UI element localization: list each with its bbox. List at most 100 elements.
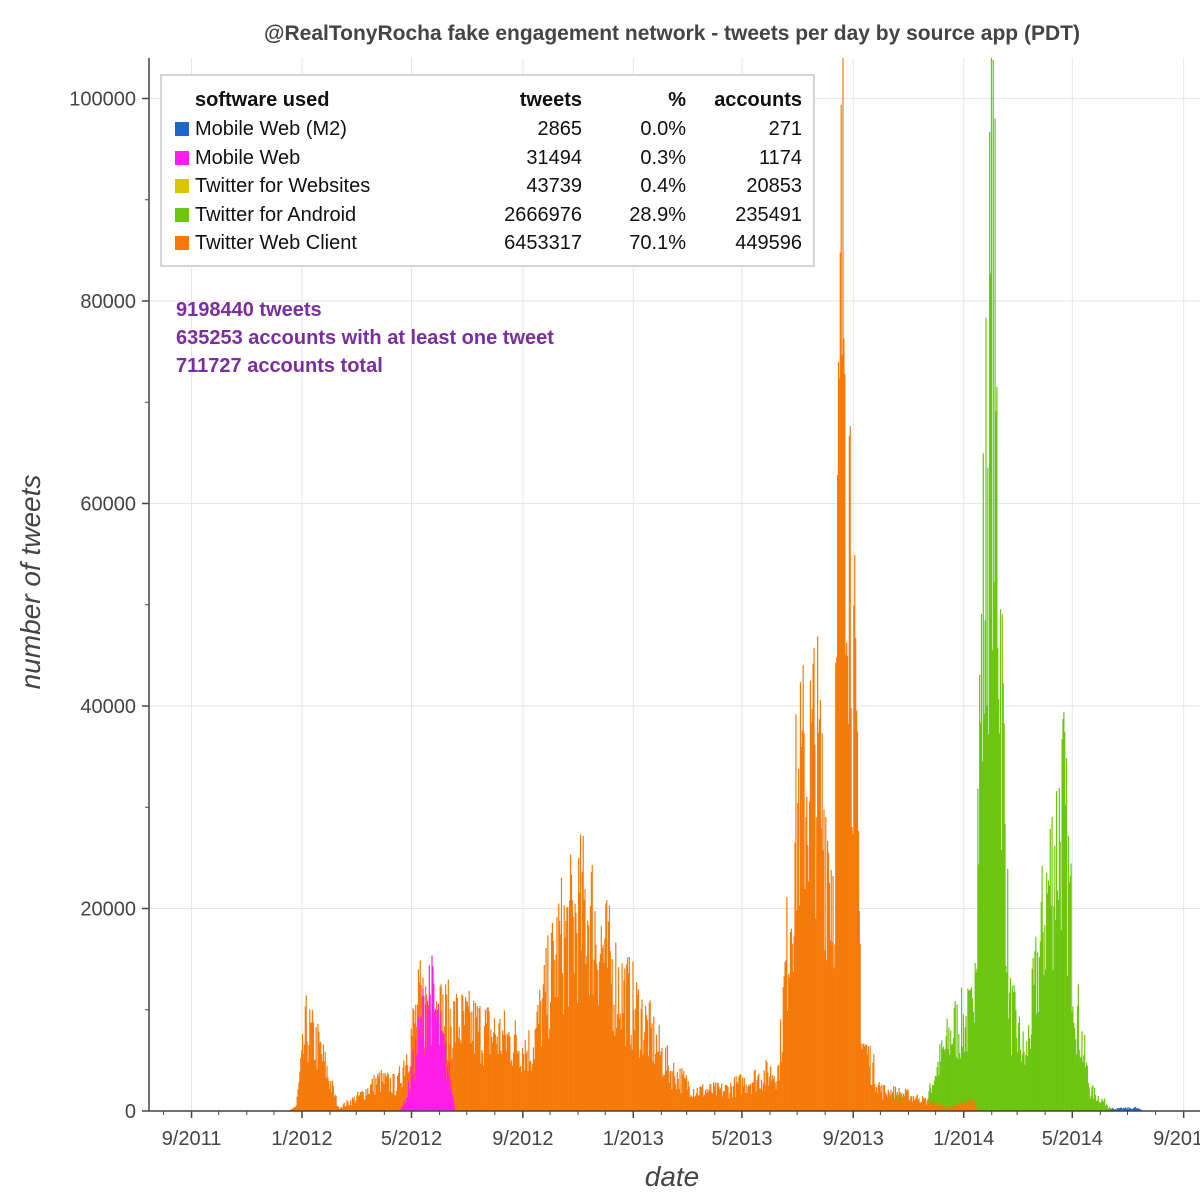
bar bbox=[636, 995, 639, 1111]
bar bbox=[719, 1089, 721, 1111]
bar bbox=[494, 1034, 496, 1111]
bar bbox=[700, 1086, 702, 1111]
bar bbox=[378, 1072, 381, 1111]
bar bbox=[923, 1099, 926, 1111]
bar bbox=[953, 1007, 955, 1111]
bar bbox=[931, 1100, 933, 1111]
bar bbox=[490, 1029, 492, 1111]
legend-header-pct: % bbox=[668, 89, 686, 111]
bar bbox=[831, 942, 833, 1111]
bar bbox=[529, 1061, 531, 1111]
bar bbox=[960, 1058, 962, 1111]
bar bbox=[933, 1080, 936, 1111]
bar bbox=[683, 1070, 685, 1111]
bar bbox=[619, 1013, 621, 1111]
bar bbox=[968, 990, 970, 1111]
bar bbox=[671, 1089, 673, 1111]
bar bbox=[551, 922, 554, 1111]
bar bbox=[647, 1055, 649, 1111]
bar bbox=[416, 1053, 419, 1111]
bar bbox=[540, 1000, 542, 1111]
bar bbox=[344, 1106, 346, 1111]
bar bbox=[1130, 1108, 1132, 1111]
bar bbox=[497, 1053, 499, 1111]
bar bbox=[707, 1092, 709, 1111]
legend-swatch-twitter-web-client bbox=[175, 236, 189, 250]
bar bbox=[801, 730, 803, 1111]
bar bbox=[1079, 1057, 1081, 1111]
bar bbox=[317, 1023, 319, 1111]
bar bbox=[388, 1091, 391, 1111]
bar bbox=[1085, 1062, 1088, 1111]
bar bbox=[979, 674, 981, 1111]
bar bbox=[428, 965, 430, 1111]
bar bbox=[460, 1043, 462, 1111]
bar bbox=[396, 1090, 398, 1111]
bar bbox=[362, 1092, 364, 1111]
bar bbox=[706, 1089, 708, 1111]
bar bbox=[872, 1062, 874, 1111]
bar bbox=[823, 809, 825, 1111]
bar bbox=[1122, 1109, 1124, 1111]
bar bbox=[413, 1010, 415, 1111]
bar bbox=[731, 1097, 734, 1111]
bar bbox=[836, 475, 839, 1112]
bar bbox=[343, 1102, 345, 1111]
bar bbox=[949, 1054, 951, 1111]
bar bbox=[1119, 1107, 1121, 1111]
bar bbox=[891, 1099, 893, 1111]
bar bbox=[1076, 1006, 1079, 1111]
bar bbox=[948, 1107, 950, 1111]
bar bbox=[662, 1076, 664, 1111]
bar bbox=[830, 869, 832, 1111]
bar bbox=[795, 714, 797, 1111]
bar bbox=[778, 1064, 780, 1111]
bar bbox=[808, 801, 811, 1111]
bar bbox=[298, 1082, 300, 1111]
bar bbox=[379, 1091, 382, 1111]
bar bbox=[930, 1087, 932, 1111]
bar bbox=[414, 1080, 416, 1111]
bar bbox=[366, 1095, 368, 1111]
bar bbox=[360, 1092, 363, 1111]
bar bbox=[354, 1102, 356, 1111]
bar bbox=[1008, 992, 1011, 1111]
bar bbox=[887, 1089, 889, 1111]
x-tick-label: 9/2012 bbox=[492, 1128, 553, 1150]
bar bbox=[545, 947, 547, 1111]
bar bbox=[951, 1044, 954, 1111]
bar bbox=[1029, 1048, 1031, 1111]
bar bbox=[1107, 1107, 1109, 1111]
bar bbox=[759, 1088, 761, 1111]
bar bbox=[434, 1011, 436, 1111]
bar bbox=[858, 910, 860, 1111]
bar bbox=[855, 710, 858, 1111]
bar bbox=[614, 1036, 616, 1111]
bar bbox=[402, 1067, 404, 1111]
bar bbox=[680, 1092, 682, 1111]
bar bbox=[1068, 882, 1070, 1111]
bar bbox=[1132, 1108, 1135, 1111]
bar bbox=[953, 1105, 955, 1111]
bar bbox=[685, 1075, 687, 1111]
bar bbox=[643, 1039, 645, 1111]
bar bbox=[397, 1072, 400, 1111]
bar bbox=[1116, 1108, 1118, 1111]
bar bbox=[784, 962, 786, 1111]
bar bbox=[815, 918, 817, 1111]
bar bbox=[684, 1078, 687, 1111]
bar bbox=[620, 1028, 622, 1111]
bar bbox=[485, 1023, 487, 1111]
bar bbox=[1051, 817, 1053, 1111]
bar bbox=[847, 723, 850, 1111]
bar bbox=[1104, 1106, 1107, 1111]
bar bbox=[1083, 1055, 1085, 1111]
bar bbox=[486, 1007, 488, 1111]
bar bbox=[746, 1092, 748, 1111]
bar bbox=[769, 1076, 771, 1111]
bar bbox=[664, 1047, 667, 1111]
bar bbox=[664, 1074, 666, 1111]
bar bbox=[1084, 1034, 1086, 1111]
bar bbox=[399, 1109, 401, 1111]
